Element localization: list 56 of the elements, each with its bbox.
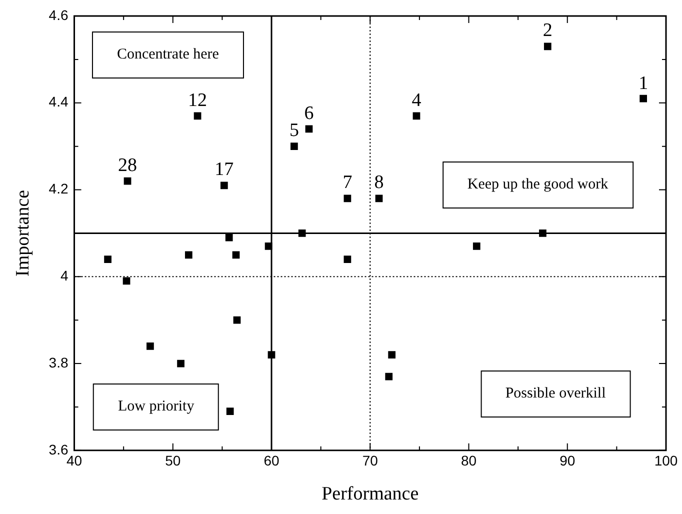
annotation: 2 <box>542 20 554 42</box>
y-tick-label: 3.8 <box>48 354 68 370</box>
point <box>122 277 130 285</box>
annotation: 17 <box>214 159 235 180</box>
annotation: 6 <box>303 102 315 124</box>
point <box>232 251 240 259</box>
annotation: 7 <box>342 172 354 194</box>
point <box>177 360 184 368</box>
point <box>233 316 241 324</box>
y-tick-label: 4.6 <box>48 6 68 23</box>
point <box>194 112 202 120</box>
y-axis-title: Importance <box>12 190 34 276</box>
point <box>146 342 154 350</box>
x-tick-label: 90 <box>560 452 576 469</box>
point <box>290 142 298 150</box>
point <box>385 372 393 380</box>
quadrant-label-box: Low priority <box>92 383 220 430</box>
y-tick-label: 4.4 <box>48 94 68 110</box>
annotation: 12 <box>187 90 208 111</box>
point <box>344 256 352 263</box>
point <box>539 230 546 237</box>
point <box>264 242 272 250</box>
x-tick-label: 50 <box>165 452 181 469</box>
point <box>375 194 383 202</box>
quadrant-label-box: Keep up the good work <box>442 162 634 209</box>
x-tick-label: 40 <box>66 452 82 469</box>
x-axis-title: Performance <box>322 484 419 505</box>
y-tick-label: 4.2 <box>48 180 68 197</box>
x-tick-label: 80 <box>460 452 477 469</box>
point <box>268 351 276 359</box>
annotation: 28 <box>117 155 138 176</box>
point <box>640 94 647 102</box>
point <box>124 177 132 185</box>
x-tick-label: 70 <box>362 452 378 469</box>
point <box>544 42 552 50</box>
y-tick-label: 4 <box>60 268 68 284</box>
annotation: 4 <box>410 90 422 111</box>
point <box>412 112 420 120</box>
point <box>305 125 313 133</box>
point <box>226 408 234 415</box>
point <box>388 351 396 359</box>
annotation: 5 <box>288 120 300 142</box>
point <box>220 182 228 190</box>
quadrant-label-box: Concentrate here <box>92 32 244 79</box>
x-tick-label: 100 <box>654 452 678 469</box>
quadrant-label-box: Possible overkill <box>480 370 631 418</box>
point <box>184 251 192 259</box>
point <box>104 256 112 263</box>
annotation: 8 <box>373 172 385 194</box>
point <box>472 242 480 250</box>
y-tick-label: 3.6 <box>48 441 68 458</box>
point <box>298 230 306 237</box>
point <box>225 234 233 242</box>
x-tick-label: 60 <box>264 452 280 469</box>
point <box>344 194 352 202</box>
annotation: 1 <box>638 72 650 94</box>
